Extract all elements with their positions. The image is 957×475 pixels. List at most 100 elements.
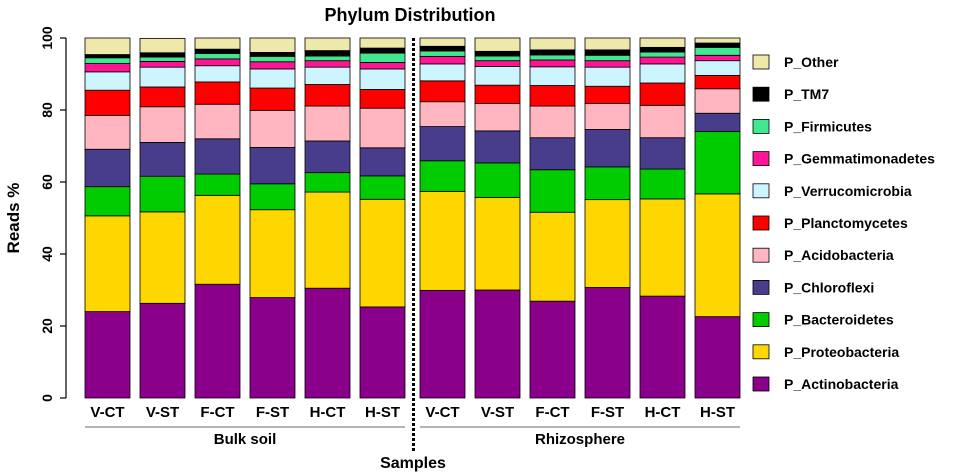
bar-segment bbox=[304, 55, 351, 62]
y-axis-label: Reads % bbox=[4, 183, 23, 254]
bar-segment bbox=[694, 46, 741, 56]
bar-segment bbox=[419, 101, 466, 127]
bar-segment bbox=[359, 47, 406, 54]
bar-segment bbox=[474, 50, 521, 57]
bar-segment bbox=[419, 126, 466, 162]
bar-segment bbox=[474, 37, 521, 52]
bar-segment bbox=[474, 55, 521, 62]
x-tick-labels: V-CT V-ST F-CT F-ST H-CT H-ST V-CT V-ST F-CT F-ST… bbox=[90, 404, 735, 421]
bar-segment bbox=[584, 54, 631, 62]
x-tick-label: H-ST bbox=[365, 404, 400, 421]
chart-title: Phylum Distribution bbox=[325, 5, 496, 25]
bar-segment bbox=[474, 60, 521, 67]
x-axis-label: Samples bbox=[380, 455, 446, 472]
legend-label: P_Acidobacteria bbox=[784, 247, 894, 263]
bar-stack bbox=[639, 37, 686, 399]
bar-segment bbox=[84, 63, 131, 73]
bar-segment bbox=[529, 54, 576, 61]
bar-segment bbox=[419, 50, 466, 57]
x-tick-label: V-CT bbox=[90, 404, 124, 421]
bar-segment bbox=[584, 103, 631, 130]
bar-segment bbox=[249, 37, 296, 53]
bar-segment bbox=[419, 45, 466, 52]
bar-stack bbox=[139, 37, 186, 399]
bar-segment bbox=[529, 85, 576, 107]
bar-stack bbox=[194, 37, 241, 399]
group-label-rhizosphere: Rhizosphere bbox=[535, 431, 625, 448]
bar-segment bbox=[194, 283, 241, 399]
legend: P_Other P_TM7 P_Firmicutes P_Gemmatimonadet… bbox=[752, 54, 935, 392]
bar-segment bbox=[639, 198, 686, 297]
bar-segment bbox=[249, 61, 296, 70]
bar-stack bbox=[304, 37, 351, 399]
bar-segment bbox=[359, 147, 406, 177]
bar-segment bbox=[84, 311, 131, 399]
bar-segment bbox=[529, 211, 576, 302]
legend-swatch bbox=[752, 54, 770, 70]
x-tick-label: H-CT bbox=[310, 404, 346, 421]
legend-item: P_Planctomycetes bbox=[752, 215, 908, 231]
x-tick-label: V-CT bbox=[425, 404, 459, 421]
bar-segment bbox=[304, 140, 351, 174]
bar-segment bbox=[584, 287, 631, 399]
bar-segment bbox=[529, 105, 576, 139]
legend-item: P_Acidobacteria bbox=[752, 247, 894, 263]
legend-label: P_Bacteroidetes bbox=[784, 312, 894, 328]
bar-stack bbox=[249, 37, 296, 399]
bar-segment bbox=[194, 65, 241, 83]
legend-item: P_Bacteroidetes bbox=[752, 312, 894, 328]
bar-segment bbox=[584, 85, 631, 104]
bar-segment bbox=[584, 60, 631, 68]
bar-segment bbox=[359, 37, 406, 49]
bar-segment bbox=[584, 199, 631, 288]
legend-label: P_Gemmatimonadetes bbox=[784, 151, 935, 167]
bar-segment bbox=[359, 107, 406, 149]
bar-segment bbox=[139, 86, 186, 108]
bar-segment bbox=[304, 60, 351, 68]
bar-segment bbox=[139, 37, 186, 54]
bar-segment bbox=[139, 66, 186, 88]
y-tick-label: 80 bbox=[39, 102, 55, 118]
bar-segment bbox=[529, 59, 576, 68]
bar-segment bbox=[694, 54, 741, 62]
bar-segment bbox=[249, 147, 296, 185]
legend-swatch bbox=[752, 312, 770, 328]
legend-item: P_TM7 bbox=[752, 86, 829, 102]
legend-swatch bbox=[752, 215, 770, 231]
bar-segment bbox=[529, 49, 576, 56]
legend-swatch bbox=[752, 344, 770, 360]
bar-segment bbox=[194, 173, 241, 196]
bar-segment bbox=[359, 89, 406, 109]
bar-segment bbox=[584, 166, 631, 201]
bar-segment bbox=[639, 63, 686, 84]
bar-segment bbox=[419, 63, 466, 82]
legend-swatch bbox=[752, 183, 770, 199]
bar-segment bbox=[84, 215, 131, 312]
bar-segment bbox=[304, 191, 351, 289]
bar-segment bbox=[84, 186, 131, 217]
bar-segment bbox=[359, 62, 406, 70]
bar-segment bbox=[84, 71, 131, 91]
bar-segment bbox=[304, 84, 351, 107]
bar-segment bbox=[194, 37, 241, 50]
bar-segment bbox=[249, 297, 296, 399]
bar-segment bbox=[304, 172, 351, 193]
bar-segment bbox=[474, 289, 521, 399]
bar-segment bbox=[359, 52, 406, 63]
bar-segment bbox=[194, 48, 241, 54]
x-tick-label: F-CT bbox=[200, 404, 234, 421]
bar-segment bbox=[419, 190, 466, 291]
bar-segment bbox=[304, 105, 351, 142]
legend-label: P_Planctomycetes bbox=[784, 215, 908, 231]
bar-segment bbox=[139, 61, 186, 68]
legend-label: P_Actinobacteria bbox=[784, 376, 899, 392]
x-tick-label: H-ST bbox=[700, 404, 735, 421]
bar-segment bbox=[694, 75, 741, 90]
bar-segment bbox=[639, 137, 686, 170]
bar-segment bbox=[249, 183, 296, 211]
bar-segment bbox=[359, 68, 406, 90]
bar-segment bbox=[694, 316, 741, 399]
legend-swatch bbox=[752, 279, 770, 295]
bar-segment bbox=[639, 82, 686, 106]
legend-swatch bbox=[752, 247, 770, 263]
